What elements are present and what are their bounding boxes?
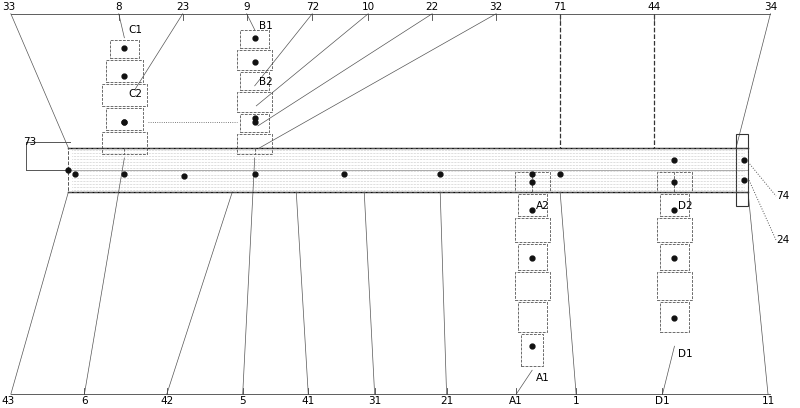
Text: 24: 24 — [776, 235, 790, 245]
Text: D2: D2 — [678, 201, 693, 211]
Bar — [657, 218, 692, 242]
Bar — [518, 244, 546, 270]
Bar — [106, 108, 142, 130]
Bar — [736, 134, 748, 206]
Bar — [240, 72, 269, 90]
Bar — [237, 92, 272, 112]
Text: B2: B2 — [258, 77, 273, 87]
Bar — [106, 60, 142, 82]
Text: A1: A1 — [536, 373, 550, 383]
Text: A1: A1 — [510, 396, 523, 406]
Text: 44: 44 — [648, 2, 661, 12]
Bar — [102, 132, 146, 154]
Bar — [110, 40, 138, 58]
Text: 41: 41 — [302, 396, 315, 406]
Text: D1: D1 — [678, 349, 693, 359]
Text: 23: 23 — [176, 2, 190, 12]
Text: C2: C2 — [128, 89, 142, 99]
Text: 9: 9 — [243, 2, 250, 12]
Bar — [514, 218, 550, 242]
Bar — [102, 84, 146, 106]
Text: A2: A2 — [536, 201, 550, 211]
Bar — [237, 50, 272, 70]
Text: 5: 5 — [239, 396, 246, 406]
Text: B1: B1 — [258, 21, 273, 31]
Text: 72: 72 — [306, 2, 319, 12]
Text: 74: 74 — [776, 191, 790, 201]
Bar — [237, 134, 272, 154]
Text: 31: 31 — [368, 396, 382, 406]
Text: 21: 21 — [440, 396, 454, 406]
Bar — [736, 148, 748, 192]
Bar — [240, 30, 269, 48]
Bar — [660, 244, 689, 270]
Bar — [514, 272, 550, 300]
Text: 43: 43 — [2, 396, 15, 406]
Text: 1: 1 — [573, 396, 579, 406]
Text: C1: C1 — [128, 25, 142, 35]
Bar — [240, 114, 269, 132]
Bar — [518, 302, 546, 332]
Text: 8: 8 — [115, 2, 122, 12]
Text: D1: D1 — [655, 396, 670, 406]
Text: 11: 11 — [762, 396, 774, 406]
Text: 6: 6 — [81, 396, 88, 406]
Bar — [660, 194, 689, 216]
Text: 71: 71 — [554, 2, 566, 12]
Text: 33: 33 — [2, 2, 15, 12]
Bar — [514, 172, 550, 192]
Bar — [68, 148, 748, 192]
Text: 42: 42 — [160, 396, 174, 406]
Text: 34: 34 — [764, 2, 777, 12]
Bar — [518, 194, 546, 216]
Text: 73: 73 — [23, 137, 36, 147]
Bar — [657, 272, 692, 300]
Text: 32: 32 — [490, 2, 502, 12]
Text: 10: 10 — [362, 2, 374, 12]
Bar — [660, 302, 689, 332]
Bar — [521, 334, 543, 366]
Bar — [657, 172, 692, 192]
Text: 22: 22 — [426, 2, 439, 12]
